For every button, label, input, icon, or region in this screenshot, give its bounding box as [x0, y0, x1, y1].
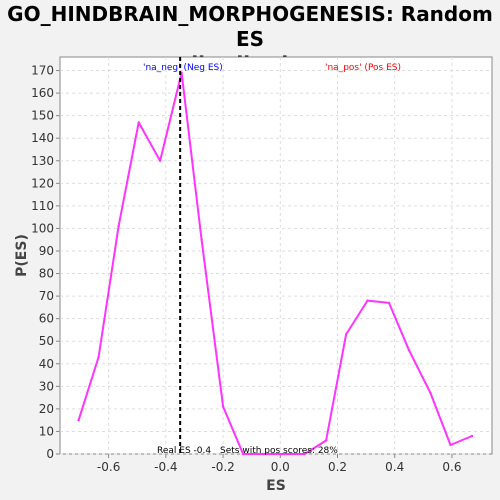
series-point: [407, 349, 411, 352]
series-point: [283, 452, 286, 456]
series-point: [261, 452, 265, 456]
series-point: [200, 238, 203, 241]
series-point: [97, 355, 100, 359]
series-point: [429, 391, 432, 395]
sets-pos-scores-annotation: Sets with pos scores: 28%: [220, 446, 338, 456]
series-point: [449, 443, 452, 447]
series-point: [241, 452, 245, 456]
series-layer: [77, 71, 474, 456]
y-tick-label: 120: [31, 176, 54, 190]
series-point: [117, 224, 120, 228]
y-tick-label: 160: [31, 86, 54, 100]
x-tick-label: 0.4: [385, 460, 404, 474]
series-point: [324, 439, 328, 442]
pos-es-legend: 'na_pos' (Pos ES): [325, 63, 401, 73]
real-es-annotation: Real ES -0.4: [157, 446, 211, 456]
axis-ticks: 0 10 20 30 40 50 60 70 80 90 100 110 120 130 140 150 160…: [31, 64, 461, 474]
y-tick-label: 140: [31, 131, 54, 145]
y-tick-label: 130: [31, 154, 54, 168]
y-axis-label: P(ES): [14, 234, 30, 277]
y-tick-label: 70: [39, 289, 54, 303]
y-tick-label: 100: [31, 221, 54, 235]
x-tick-label: -0.2: [211, 460, 234, 474]
plot-background: [59, 56, 493, 455]
y-tick-label: 170: [31, 64, 54, 78]
series-point: [470, 434, 474, 438]
x-tick-label: 0.0: [271, 460, 290, 474]
y-tick-label: 60: [39, 312, 54, 326]
y-tick-label: 40: [39, 357, 54, 371]
y-tick-label: 110: [31, 199, 54, 213]
series-point: [366, 299, 369, 302]
x-tick-label: 0.2: [328, 460, 347, 474]
series-point: [221, 405, 225, 408]
grid: [60, 57, 492, 455]
y-tick-label: 20: [39, 402, 54, 416]
x-tick-label: 0.6: [442, 460, 461, 474]
y-tick-label: 90: [39, 244, 54, 258]
y-tick-label: 0: [46, 447, 54, 461]
series-point: [344, 333, 348, 336]
x-axis-label: ES: [266, 478, 286, 494]
series-point: [303, 452, 306, 456]
x-tick-label: -0.6: [97, 460, 120, 474]
series-point: [137, 121, 140, 124]
neg-es-legend: 'na_neg' (Neg ES): [143, 63, 223, 73]
series-point: [158, 159, 162, 162]
y-tick-label: 30: [39, 379, 54, 393]
y-tick-label: 10: [39, 424, 54, 438]
chart-title-line-1: GO_HINDBRAIN_MORPHOGENESIS: Random ES: [7, 2, 493, 51]
series-line: [77, 71, 473, 455]
y-tick-label: 80: [39, 267, 54, 281]
y-tick-label: 50: [39, 334, 54, 348]
series-point: [77, 418, 80, 422]
y-tick-label: 150: [31, 109, 54, 123]
series-point: [387, 301, 391, 305]
x-tick-label: -0.4: [154, 460, 177, 474]
